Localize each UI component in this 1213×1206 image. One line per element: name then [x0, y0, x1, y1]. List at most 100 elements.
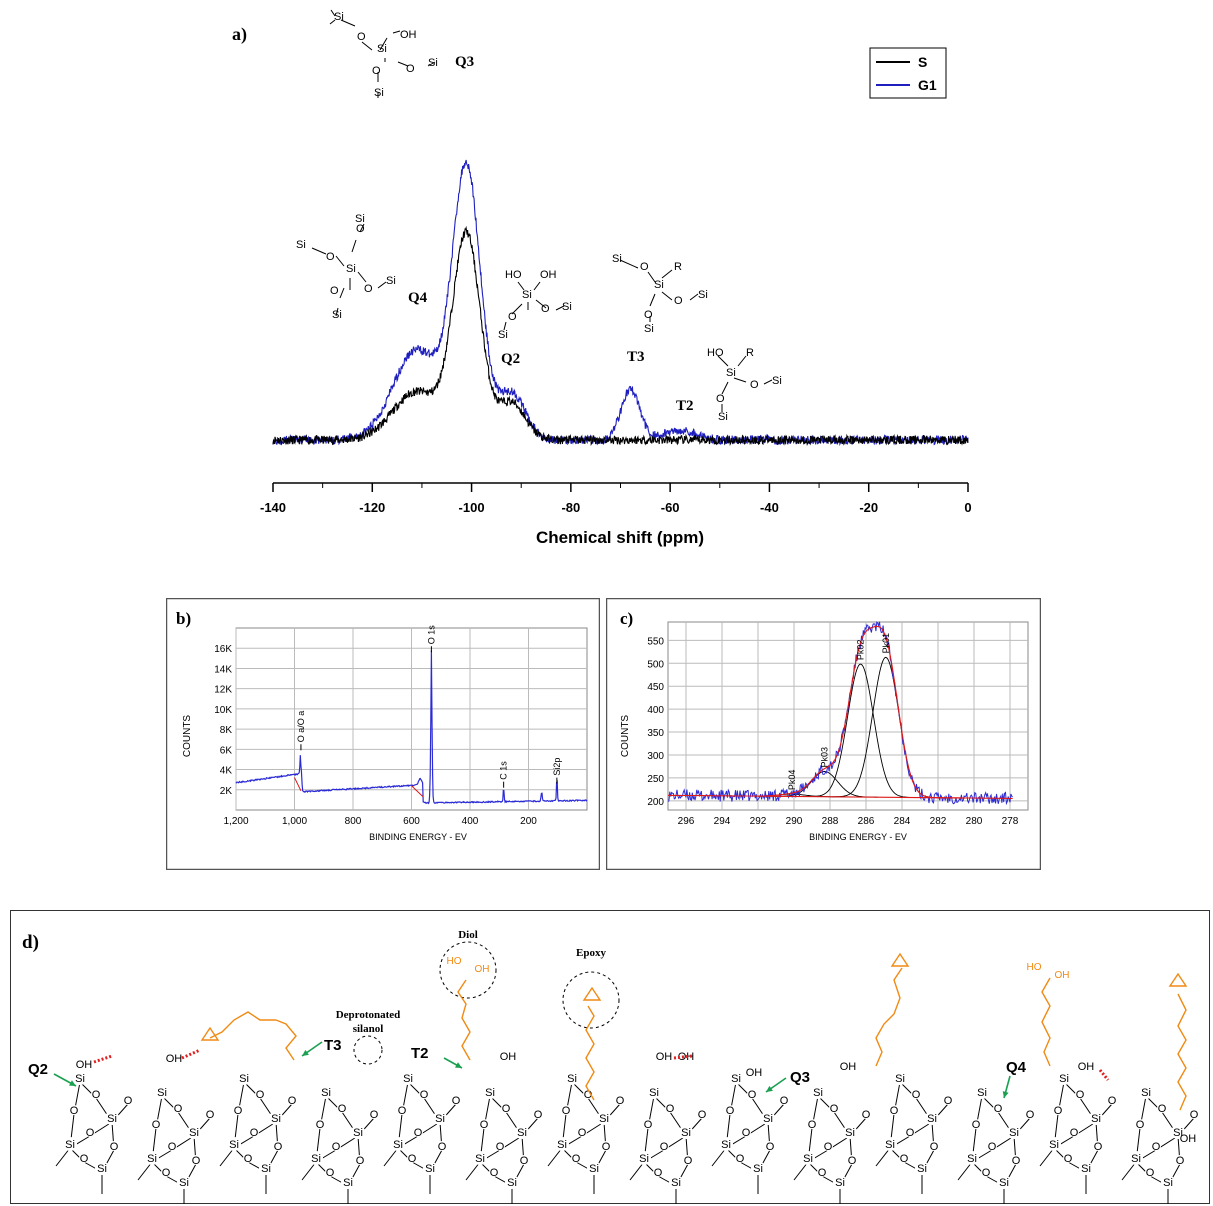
xps-c1s-component-label: Pk01: [881, 633, 891, 654]
atom-bg: [473, 1151, 487, 1165]
atom-si: Si: [1173, 1127, 1183, 1139]
site-label-t3: T3: [324, 1037, 342, 1054]
svg-text:O: O: [674, 295, 683, 307]
atom-oh: OH: [166, 1053, 183, 1065]
xps-c1s-component-label: Pk02: [856, 640, 866, 661]
xps-survey-ticks: 1,200 1,000 800 600 400 200 2K 4K 6K 8K 10K 12K 14K 1…: [214, 644, 537, 827]
atom-o: O: [174, 1103, 183, 1115]
bond: [547, 1147, 563, 1167]
atom-bg: [987, 1141, 997, 1151]
atom-bg: [1089, 1111, 1103, 1125]
atom-si: Si: [393, 1139, 403, 1151]
xps-survey-y-tick-label: 6K: [220, 745, 233, 756]
xps-survey-y-tick-label: 16K: [214, 644, 232, 655]
atom-o: O: [1108, 1095, 1117, 1107]
structure-t2-drawing: [717, 355, 773, 412]
atom-bg: [479, 1119, 489, 1129]
atom-bg: [191, 1155, 201, 1165]
atom-si: Si: [599, 1113, 609, 1125]
svg-text:O: O: [508, 311, 517, 323]
atom-si: Si: [763, 1113, 773, 1125]
svg-text:Si: Si: [654, 279, 664, 291]
atom-o: O: [830, 1103, 839, 1115]
atom-si: Si: [977, 1087, 987, 1099]
atom-bg: [1079, 1161, 1093, 1175]
xps-survey-grid: [235, 627, 588, 811]
atom-o: O: [1094, 1141, 1103, 1153]
xps-c1s-x-tick-label: 296: [678, 816, 695, 827]
atom-o: O: [70, 1105, 79, 1117]
atom-bg: [287, 1095, 297, 1105]
atom-bg: [577, 1127, 587, 1137]
svg-text:Si: Si: [726, 367, 736, 379]
atom-si: Si: [1049, 1139, 1059, 1151]
xps-survey-x-tick-label: 600: [403, 816, 420, 827]
atom-bg: [325, 1167, 335, 1177]
atom-o: O: [584, 1089, 593, 1101]
atom-bg: [929, 1141, 939, 1151]
atom-bg: [1189, 1109, 1199, 1119]
atom-bg: [899, 1153, 909, 1163]
bond: [875, 1147, 891, 1167]
nmr-x-tick-label: -60: [661, 500, 680, 515]
nmr-x-tick-label: -100: [459, 500, 485, 515]
atom-o: O: [912, 1089, 921, 1101]
atom-bg: [975, 1085, 989, 1099]
xps-c1s-component-label: Pk03: [820, 747, 830, 768]
atom-bg: [1129, 1151, 1143, 1165]
atom-o: O: [930, 1141, 939, 1153]
atom-bg: [413, 1127, 423, 1137]
xps-c1s-ylabel: COUNTS: [620, 715, 631, 758]
atom-o: O: [562, 1105, 571, 1117]
site-label-q3-text: Q3: [790, 1069, 810, 1086]
atom-bg: [173, 1103, 183, 1113]
atom-o: O: [890, 1105, 899, 1117]
xps-survey-x-tick-label: 1,200: [223, 816, 248, 827]
atom-si: Si: [321, 1087, 331, 1099]
epoxy-ring: [890, 952, 910, 967]
peak-label-q3: Q3: [455, 54, 474, 70]
peak-label-t3-text: T3: [627, 349, 645, 365]
atom-bg: [95, 1161, 109, 1175]
atom-bg: [1053, 1105, 1063, 1115]
atom-bg: [355, 1155, 365, 1165]
xps-survey-peak-label: Si2p: [552, 758, 562, 776]
atom-bg: [735, 1153, 745, 1163]
atom-o: O: [192, 1155, 201, 1167]
xps-survey-curve: [235, 650, 588, 805]
atom-bg: [1135, 1119, 1145, 1129]
peak-label-q2: Q2: [501, 351, 520, 367]
svg-text:Si: Si: [718, 411, 728, 423]
atom-bg: [779, 1095, 789, 1105]
atom-bg: [817, 1167, 827, 1177]
atom-o: O: [80, 1153, 89, 1165]
atom-bg: [533, 1109, 543, 1119]
atom-bg: [911, 1089, 921, 1099]
xps-c1s-y-tick-label: 500: [647, 659, 664, 670]
xps-c1s-x-tick-label: 282: [930, 816, 947, 827]
atom-bg: [905, 1127, 915, 1137]
atom-o: O: [162, 1167, 171, 1179]
atom-bg: [259, 1161, 273, 1175]
atom-bg: [883, 1137, 897, 1151]
atom-o: O: [490, 1167, 499, 1179]
atom-o: O: [748, 1089, 757, 1101]
peak-label-q4-text: Q4: [408, 290, 428, 306]
atom-si: Si: [147, 1153, 157, 1165]
atom-si: Si: [65, 1139, 75, 1151]
svg-text:Si: Si: [346, 263, 356, 275]
atom-bg: [401, 1071, 415, 1085]
atom-bg: [161, 1167, 171, 1177]
atom-bg: [1151, 1141, 1161, 1151]
atom-bg: [647, 1085, 661, 1099]
svg-text:HO: HO: [505, 269, 522, 281]
nmr-legend: S G1: [869, 47, 947, 99]
svg-text:Si: Si: [355, 213, 365, 225]
atom-o: O: [250, 1127, 259, 1139]
atom-o: O: [1136, 1119, 1145, 1131]
hydrogen-bond: [673, 1054, 693, 1060]
atom-bg: [341, 1175, 355, 1189]
atom-bg: [847, 1155, 857, 1165]
organic-chain: [457, 979, 471, 1061]
